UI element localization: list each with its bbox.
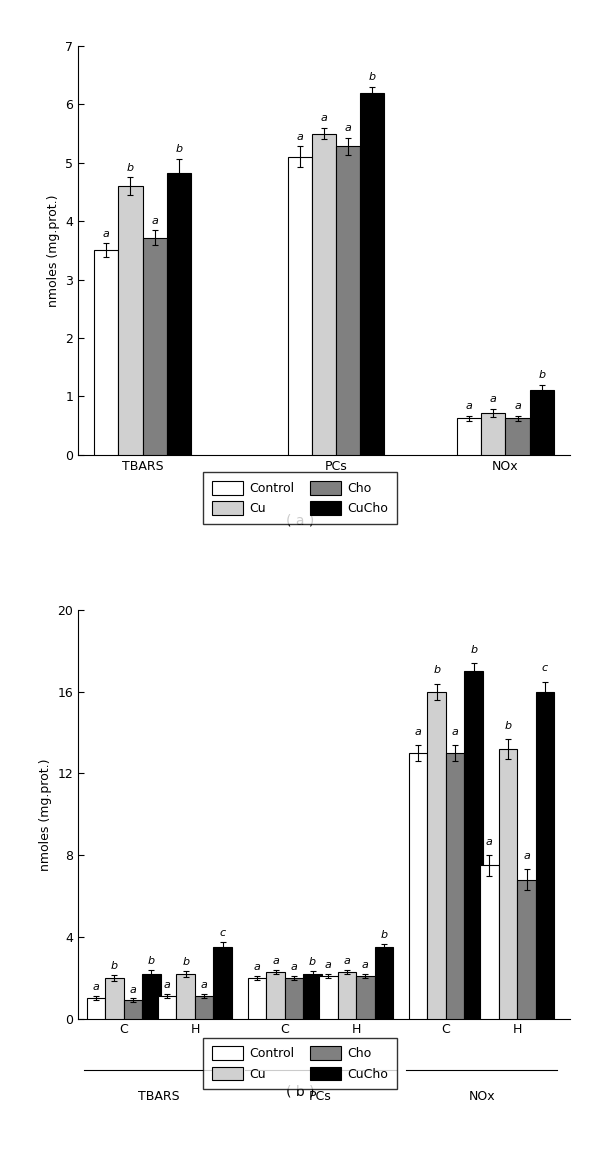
Text: ( a ): ( a ) — [286, 513, 314, 527]
Bar — [336, 146, 360, 455]
Bar — [124, 1000, 142, 1019]
Bar — [304, 974, 322, 1019]
Text: b: b — [111, 961, 118, 971]
Bar — [530, 390, 554, 455]
Text: b: b — [127, 162, 134, 173]
Bar — [214, 947, 232, 1019]
Y-axis label: nmoles (mg.prot.): nmoles (mg.prot.) — [47, 195, 59, 306]
Bar — [285, 978, 304, 1019]
Bar — [142, 974, 161, 1019]
Text: a: a — [290, 962, 298, 973]
Text: a: a — [415, 726, 422, 737]
Bar — [517, 879, 536, 1019]
Text: b: b — [182, 956, 189, 967]
Bar — [94, 251, 118, 455]
Text: a: a — [320, 113, 328, 123]
Bar — [360, 93, 385, 455]
Text: a: a — [486, 837, 493, 847]
Text: a: a — [343, 956, 350, 966]
Bar — [481, 412, 505, 455]
Text: a: a — [254, 962, 260, 973]
Bar — [319, 976, 338, 1019]
Text: a: a — [92, 983, 99, 992]
Text: ( b ): ( b ) — [286, 1084, 314, 1098]
Text: b: b — [309, 956, 316, 967]
Text: a: a — [164, 981, 170, 991]
Text: TBARS: TBARS — [139, 1090, 180, 1103]
Text: a: a — [452, 726, 458, 737]
Bar — [118, 186, 143, 455]
Text: a: a — [130, 984, 136, 994]
Text: b: b — [380, 930, 388, 940]
Bar — [158, 996, 176, 1019]
Text: b: b — [148, 956, 155, 966]
Bar — [86, 998, 105, 1019]
Text: a: a — [345, 123, 352, 134]
Bar — [167, 174, 191, 455]
Bar — [105, 978, 124, 1019]
Bar — [248, 978, 266, 1019]
Text: a: a — [490, 394, 497, 404]
Text: b: b — [369, 73, 376, 82]
Text: a: a — [151, 216, 158, 226]
Text: c: c — [220, 929, 226, 938]
Text: a: a — [466, 401, 473, 411]
Text: a: a — [362, 960, 369, 970]
Bar — [266, 971, 285, 1019]
Bar — [143, 237, 167, 455]
Text: a: a — [325, 960, 332, 970]
Bar — [499, 749, 517, 1019]
Text: b: b — [175, 144, 182, 154]
Bar — [505, 419, 530, 455]
Text: b: b — [470, 645, 478, 655]
Bar — [288, 157, 312, 455]
Text: a: a — [103, 229, 110, 238]
Bar — [464, 671, 483, 1019]
Bar — [427, 692, 446, 1019]
Legend: Control, Cu, Cho, CuCho: Control, Cu, Cho, CuCho — [203, 1037, 397, 1089]
Bar — [457, 419, 481, 455]
Text: c: c — [542, 663, 548, 673]
Bar — [338, 971, 356, 1019]
Bar — [409, 753, 427, 1019]
Text: b: b — [538, 369, 545, 380]
Bar — [312, 134, 336, 455]
Bar — [446, 753, 464, 1019]
Legend: Control, Cu, Cho, CuCho: Control, Cu, Cho, CuCho — [203, 472, 397, 524]
Text: a: a — [523, 852, 530, 861]
Bar — [356, 976, 374, 1019]
Bar — [480, 866, 499, 1019]
Text: a: a — [296, 131, 303, 142]
Bar — [176, 974, 195, 1019]
Text: PCs: PCs — [309, 1090, 332, 1103]
Bar — [536, 692, 554, 1019]
Text: b: b — [433, 665, 440, 676]
Text: b: b — [505, 721, 512, 731]
Bar — [374, 947, 393, 1019]
Text: a: a — [514, 401, 521, 411]
Bar — [195, 996, 214, 1019]
Text: a: a — [272, 956, 279, 966]
Y-axis label: nmoles (mg.prot.): nmoles (mg.prot.) — [39, 759, 52, 870]
Text: a: a — [201, 981, 208, 991]
Text: NOx: NOx — [468, 1090, 495, 1103]
